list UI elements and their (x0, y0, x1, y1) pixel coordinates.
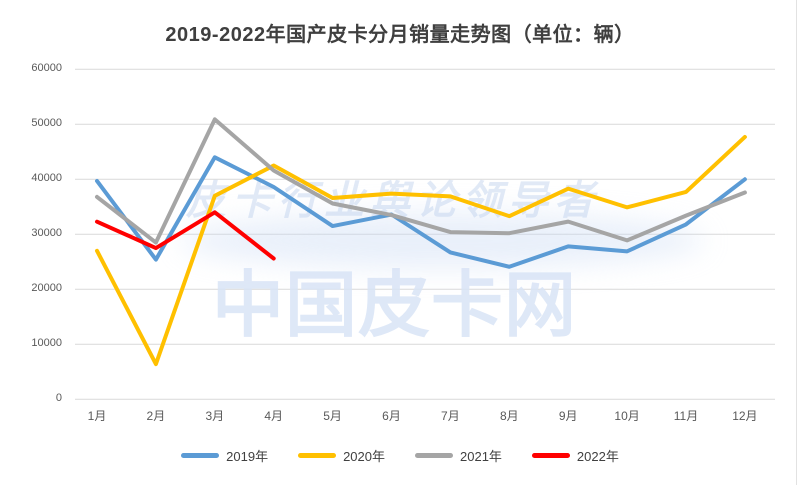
x-tick-label: 3月 (205, 409, 225, 423)
x-tick-label: 1月 (87, 409, 107, 423)
legend-label: 2021年 (460, 449, 502, 464)
y-tick-label: 30000 (31, 227, 62, 240)
y-tick-label: 50000 (31, 117, 62, 130)
x-tick-label: 4月 (264, 409, 284, 423)
legend-label: 2022年 (576, 449, 619, 464)
series-line-2019年 (95, 155, 747, 269)
legend-line-swatch (531, 453, 570, 458)
x-tick-label: 5月 (323, 409, 342, 423)
legend-line-swatch (415, 453, 453, 458)
x-tick-label: 7月 (441, 409, 460, 423)
legend-item-2021年: 2021年 (415, 446, 502, 465)
legend-item-2020年: 2020年 (298, 446, 385, 465)
x-tick-label: 10月 (614, 409, 640, 423)
series-line-2022年 (95, 210, 276, 261)
legend-label: 2020年 (343, 449, 385, 464)
y-tick-label: 10000 (31, 337, 62, 350)
legend-item-2022年: 2022年 (531, 446, 619, 465)
x-tick-label: 2月 (146, 409, 166, 423)
legend-line-swatch (298, 453, 337, 458)
x-tick-label: 9月 (558, 409, 578, 423)
series-line-2021年 (95, 117, 747, 245)
y-tick-label: 20000 (31, 282, 62, 295)
legend: 2019年 2020年 2021年 2022年 (0, 446, 800, 465)
chart-title: 2019-2022年国产皮卡分月销量走势图（单位：辆） (165, 24, 635, 46)
legend-item-2019年: 2019年 (181, 446, 268, 465)
legend-line-swatch (181, 453, 220, 458)
y-tick-label: 0 (55, 392, 62, 405)
series-line-2020年 (95, 134, 747, 367)
y-tick-label: 40000 (31, 172, 62, 185)
y-tick-label: 60000 (31, 62, 62, 75)
x-tick-label: 8月 (499, 409, 519, 423)
legend-label: 2019年 (226, 449, 269, 464)
x-tick-label: 12月 (732, 409, 758, 423)
x-tick-label: 11月 (673, 409, 699, 423)
x-tick-label: 6月 (382, 409, 401, 423)
